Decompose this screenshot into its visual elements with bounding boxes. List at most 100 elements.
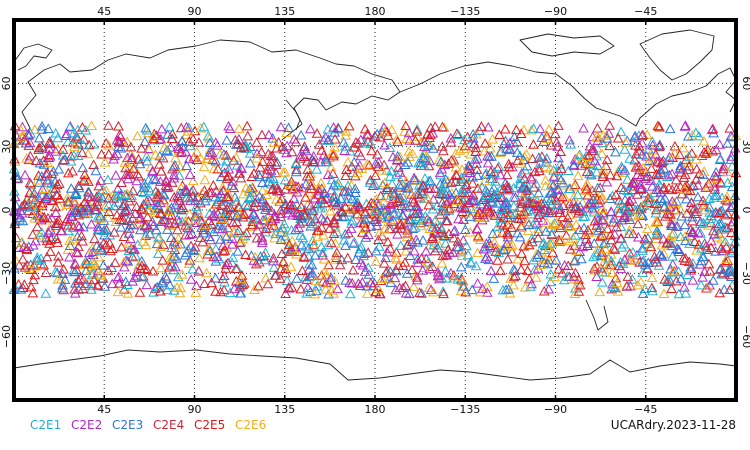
observation-marker — [436, 258, 448, 268]
observation-marker — [627, 246, 639, 257]
observation-marker — [406, 236, 418, 246]
observation-marker — [252, 280, 264, 291]
observation-marker — [276, 193, 288, 204]
observation-marker — [574, 224, 585, 235]
observation-marker — [127, 213, 138, 223]
observation-marker — [29, 124, 41, 134]
observation-marker — [221, 135, 233, 145]
observation-marker — [482, 199, 494, 210]
observation-marker — [549, 217, 561, 228]
observation-marker — [546, 198, 557, 209]
observation-marker — [298, 251, 310, 261]
observation-marker — [106, 243, 118, 253]
observation-marker — [183, 258, 195, 268]
observation-marker — [23, 140, 35, 150]
observation-marker — [464, 167, 476, 177]
observation-marker — [656, 239, 668, 250]
observation-marker — [554, 236, 565, 246]
observation-marker — [71, 130, 82, 141]
observation-marker — [634, 256, 646, 267]
observation-marker — [50, 201, 61, 212]
observation-marker — [219, 245, 231, 255]
observation-marker — [661, 237, 673, 248]
observation-marker — [13, 134, 25, 145]
observation-marker — [655, 193, 666, 204]
observation-marker — [654, 249, 666, 259]
observation-marker — [308, 150, 319, 161]
observation-marker — [264, 214, 276, 225]
observation-marker — [187, 133, 199, 144]
observation-marker — [663, 208, 675, 219]
observation-marker — [587, 202, 598, 213]
observation-marker — [574, 246, 586, 257]
observation-marker — [271, 182, 283, 193]
observation-marker — [489, 168, 500, 178]
observation-marker — [293, 222, 305, 233]
observation-marker — [251, 137, 263, 147]
lat-tick-left: −60 — [0, 325, 13, 348]
observation-marker — [622, 174, 633, 184]
observation-marker — [431, 199, 443, 210]
observation-marker — [670, 174, 682, 185]
observation-marker — [609, 282, 621, 293]
observation-marker — [28, 259, 40, 270]
observation-marker — [451, 170, 463, 181]
observation-marker — [414, 287, 425, 297]
observation-marker — [63, 167, 74, 178]
observation-marker — [63, 196, 74, 207]
observation-marker — [92, 279, 104, 290]
observation-marker — [82, 148, 94, 159]
observation-marker — [484, 206, 496, 217]
observation-marker — [65, 150, 77, 161]
observation-marker — [524, 239, 535, 250]
observation-marker — [155, 176, 166, 186]
observation-marker — [629, 254, 641, 264]
observation-marker — [527, 197, 539, 208]
observation-marker — [340, 201, 351, 212]
observation-marker — [127, 275, 139, 286]
observation-marker — [41, 235, 53, 246]
observation-marker — [77, 139, 89, 150]
observation-marker — [85, 284, 97, 294]
observation-marker — [695, 216, 706, 227]
observation-marker — [705, 242, 717, 253]
observation-marker — [400, 120, 412, 131]
observation-marker — [588, 263, 600, 273]
observation-marker — [161, 182, 173, 193]
observation-marker — [568, 160, 580, 171]
observation-marker — [385, 199, 397, 209]
observation-marker — [147, 165, 158, 176]
observation-marker — [181, 121, 192, 132]
observation-marker — [400, 245, 412, 256]
observation-marker — [300, 240, 312, 251]
observation-marker — [478, 243, 490, 254]
observation-marker — [647, 139, 659, 150]
observation-marker — [460, 286, 472, 297]
observation-marker — [664, 169, 675, 180]
observation-marker — [391, 254, 403, 264]
observation-marker — [40, 267, 52, 277]
observation-marker — [492, 163, 504, 173]
observation-marker — [400, 287, 412, 298]
observation-marker — [255, 251, 266, 261]
observation-marker — [545, 268, 557, 279]
observation-marker — [155, 208, 167, 219]
observation-marker — [532, 249, 544, 259]
observation-marker — [72, 247, 84, 258]
observation-marker — [361, 288, 373, 298]
observation-marker — [487, 196, 499, 206]
observation-marker — [598, 209, 609, 220]
observation-marker — [510, 270, 521, 281]
observation-marker — [508, 271, 520, 282]
observation-marker — [126, 190, 137, 201]
observation-marker — [97, 193, 108, 203]
observation-marker — [115, 142, 127, 153]
observation-marker — [460, 179, 472, 189]
observation-marker — [598, 258, 609, 268]
observation-marker — [208, 208, 220, 219]
observation-marker — [181, 129, 192, 140]
observation-marker — [279, 166, 291, 177]
observation-marker — [482, 121, 494, 132]
observation-marker — [103, 120, 114, 130]
observation-marker — [565, 139, 577, 149]
